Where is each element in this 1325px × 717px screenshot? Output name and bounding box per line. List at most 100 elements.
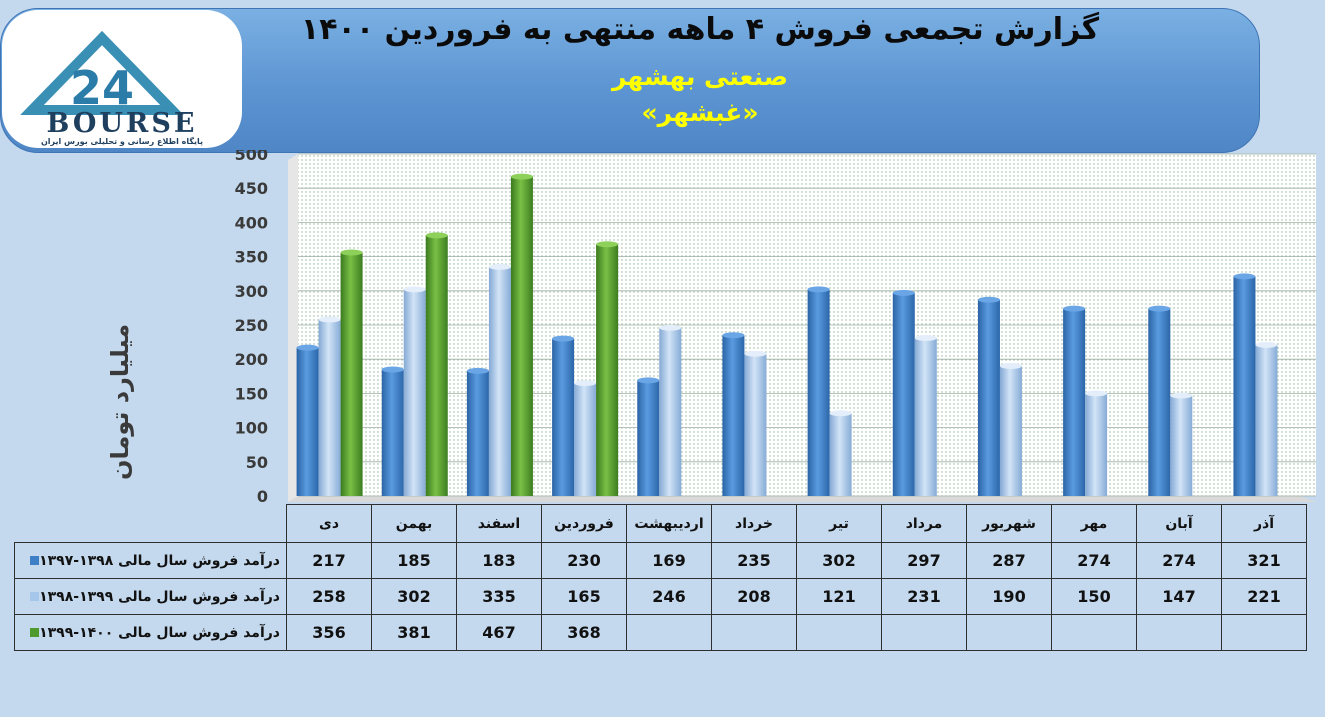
legend-swatch bbox=[30, 592, 40, 601]
chart-floor bbox=[288, 496, 1316, 502]
category-label: مرداد bbox=[881, 504, 967, 543]
data-table: دی بهمن اسفند فروردین اردیبهشت خرداد تیر… bbox=[14, 504, 1307, 651]
y-tick-label: 150 bbox=[235, 384, 268, 403]
data-cell: 235 bbox=[711, 542, 797, 579]
data-cell: 121 bbox=[796, 578, 882, 615]
chart-side-wall bbox=[288, 154, 298, 502]
bar-top bbox=[381, 366, 404, 373]
bar bbox=[829, 413, 852, 496]
bar bbox=[466, 370, 489, 496]
logo-number: 24 bbox=[70, 61, 134, 115]
bar bbox=[425, 235, 448, 496]
bar-top bbox=[552, 335, 575, 342]
data-cell bbox=[626, 614, 712, 651]
bar-top bbox=[403, 286, 426, 293]
data-cell: 368 bbox=[541, 614, 627, 651]
category-label: آذر bbox=[1221, 504, 1307, 543]
bar-top bbox=[1233, 273, 1256, 280]
data-cell: 381 bbox=[371, 614, 457, 651]
bar-top bbox=[318, 316, 341, 323]
data-cell bbox=[1136, 614, 1222, 651]
bar-top bbox=[1170, 392, 1193, 399]
bar-chart: 0 50 100 150 200 250 300 350 400 450 500 میلیارد ت… bbox=[106, 150, 1316, 506]
bar-top bbox=[466, 367, 489, 374]
y-tick-label: 100 bbox=[235, 419, 268, 438]
category-label: اردیبهشت bbox=[626, 504, 712, 543]
legend-swatch bbox=[30, 628, 40, 637]
bar-top bbox=[1255, 341, 1278, 348]
category-label: خرداد bbox=[711, 504, 797, 543]
bar-top bbox=[744, 350, 767, 357]
page-title: گزارش تجمعی فروش ۴ ماهه منتهی به فروردین… bbox=[300, 12, 1100, 47]
data-cell: 230 bbox=[541, 542, 627, 579]
data-cell: 150 bbox=[1051, 578, 1137, 615]
data-cell: 258 bbox=[286, 578, 372, 615]
category-label: مهر bbox=[1051, 504, 1137, 543]
data-cell: 467 bbox=[456, 614, 542, 651]
legend-entry: درآمد فروش سال مالی ۱۴۰۰-۱۳۹۹ bbox=[14, 614, 287, 651]
bar bbox=[892, 292, 915, 496]
data-cell: 147 bbox=[1136, 578, 1222, 615]
logo-word: BOURSE bbox=[47, 108, 198, 139]
bar-top bbox=[637, 377, 660, 384]
bar bbox=[1255, 344, 1278, 496]
data-cell bbox=[966, 614, 1052, 651]
bar bbox=[637, 380, 660, 496]
y-axis-label: میلیارد تومان bbox=[106, 324, 134, 480]
logo-triangle bbox=[20, 30, 184, 115]
data-cell: 185 bbox=[371, 542, 457, 579]
category-label: تیر bbox=[796, 504, 882, 543]
y-tick-label: 50 bbox=[246, 453, 268, 472]
data-cell: 217 bbox=[286, 542, 372, 579]
bar-top bbox=[425, 232, 448, 239]
y-tick-label: 350 bbox=[235, 248, 268, 267]
bar-top bbox=[722, 332, 745, 339]
data-cell bbox=[1221, 614, 1307, 651]
bar bbox=[1085, 393, 1108, 496]
bar bbox=[659, 327, 682, 496]
table-row: درآمد فروش سال مالی ۱۳۹۸-۱۳۹۷ 217 185 18… bbox=[14, 542, 1307, 579]
data-cell: 208 bbox=[711, 578, 797, 615]
table-row: درآمد فروش سال مالی ۱۴۰۰-۱۳۹۹ 356 381 46… bbox=[14, 614, 1307, 651]
bar-top bbox=[807, 286, 830, 293]
legend-entry: درآمد فروش سال مالی ۱۳۹۸-۱۳۹۷ bbox=[14, 542, 287, 579]
data-cell: 246 bbox=[626, 578, 712, 615]
bar bbox=[914, 337, 937, 496]
bar-top bbox=[914, 334, 937, 341]
logo-tagline: پایگاه اطلاع رسانی و تحلیلی بورس ایران bbox=[41, 136, 203, 147]
y-tick-label: 450 bbox=[235, 179, 268, 198]
data-cell: 274 bbox=[1051, 542, 1137, 579]
bar-top bbox=[999, 363, 1022, 370]
bar-top bbox=[1148, 305, 1171, 312]
bar-top bbox=[596, 241, 619, 248]
data-cell: 335 bbox=[456, 578, 542, 615]
bar bbox=[1233, 276, 1256, 496]
legend-entry: درآمد فروش سال مالی ۱۳۹۹-۱۳۹۸ bbox=[14, 578, 287, 615]
bar-top bbox=[1085, 390, 1108, 397]
bar bbox=[552, 338, 575, 496]
bar-top bbox=[340, 249, 363, 256]
data-cell: 169 bbox=[626, 542, 712, 579]
data-cell: 287 bbox=[966, 542, 1052, 579]
data-cell: 183 bbox=[456, 542, 542, 579]
data-cell bbox=[796, 614, 882, 651]
bar bbox=[296, 347, 319, 496]
data-cell: 165 bbox=[541, 578, 627, 615]
company-name: صنعتی بهشهر bbox=[611, 62, 789, 91]
bar-top bbox=[659, 324, 682, 331]
category-label: شهریور bbox=[966, 504, 1052, 543]
bar bbox=[403, 289, 426, 496]
bar-top bbox=[296, 344, 319, 351]
bar-top bbox=[488, 263, 511, 270]
bar bbox=[596, 244, 619, 496]
bar bbox=[381, 369, 404, 496]
bar bbox=[1148, 308, 1171, 496]
y-tick-label: 400 bbox=[235, 213, 268, 232]
bar bbox=[999, 366, 1022, 496]
data-cell bbox=[1051, 614, 1137, 651]
data-cell bbox=[711, 614, 797, 651]
bar bbox=[722, 335, 745, 496]
bar bbox=[510, 176, 533, 496]
bar bbox=[1170, 395, 1193, 496]
logo: 24 BOURSE پایگاه اطلاع رسانی و تحلیلی بو… bbox=[2, 10, 242, 148]
